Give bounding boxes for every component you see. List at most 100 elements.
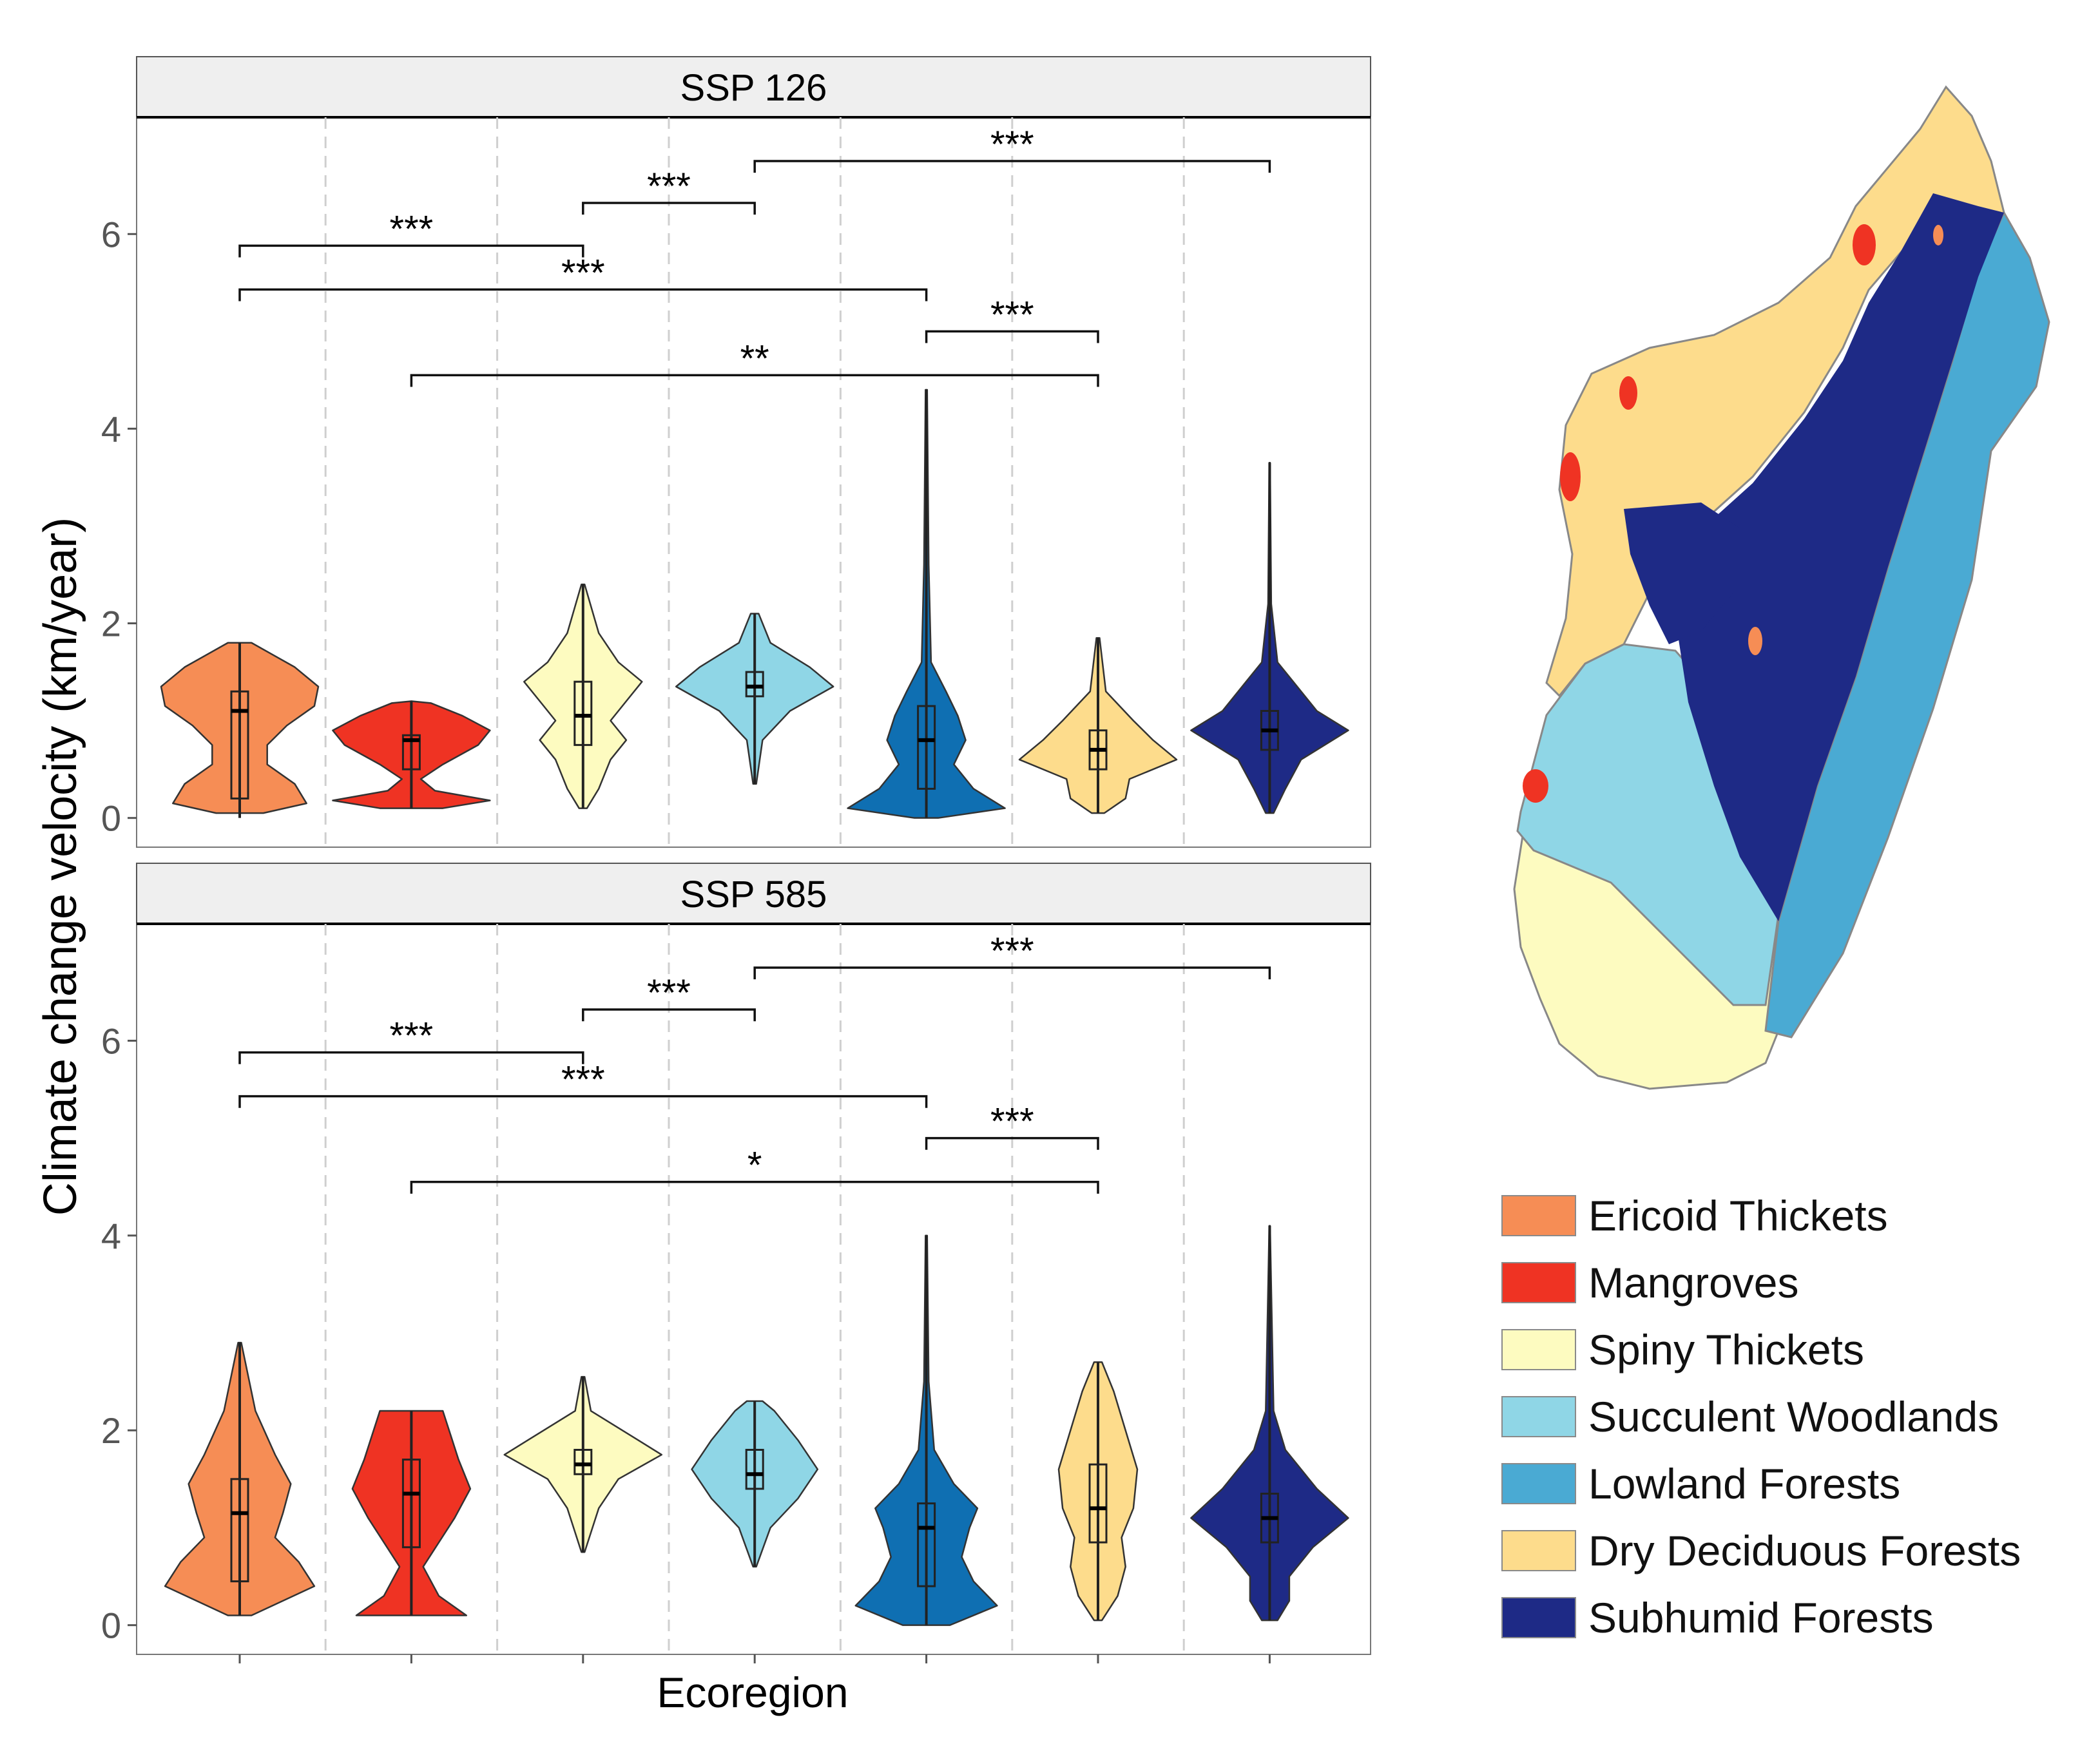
violin-succulent-woodlands (675, 613, 834, 785)
violin-mangroves (351, 1410, 472, 1616)
x-axis-label: Ecoregion (657, 1669, 848, 1716)
significance-bracket: *** (582, 972, 756, 1022)
significance-label: * (747, 1145, 762, 1187)
violin-box (1088, 1463, 1108, 1544)
legend-label: Spiny Thickets (1588, 1326, 1864, 1374)
facet-strip (136, 56, 1371, 118)
legend-swatch (1501, 1195, 1576, 1236)
bracket-line (238, 244, 584, 258)
facet-strip-label: SSP 585 (680, 874, 827, 915)
significance-bracket: *** (582, 166, 756, 215)
violin-box (230, 1478, 249, 1583)
map-ericoid-1 (1748, 627, 1762, 655)
legend-label: Mangroves (1588, 1259, 1799, 1306)
violin-mangroves (332, 700, 491, 809)
violin-box (917, 1502, 936, 1587)
violin-lowland-forests (847, 388, 1006, 819)
y-tick-label: 2 (101, 604, 121, 644)
y-tick-label: 0 (101, 798, 121, 839)
bracket-line (582, 202, 756, 215)
significance-bracket: * (410, 1145, 1099, 1194)
legend-swatch (1501, 1262, 1576, 1303)
y-axis-label: Climate change velocity (km/year) (35, 517, 86, 1216)
bracket-line (238, 288, 928, 302)
legend-label: Subhumid Forests (1588, 1594, 1934, 1642)
violin-box (573, 680, 593, 746)
significance-label: *** (561, 252, 605, 294)
violin-spiny-thickets (503, 1375, 663, 1553)
significance-bracket: *** (753, 930, 1271, 980)
legend-swatch (1501, 1329, 1576, 1370)
legend-label: Succulent Woodlands (1588, 1393, 1999, 1440)
map-mangroves-4 (1523, 769, 1548, 803)
significance-label: *** (990, 294, 1034, 336)
bracket-line (925, 330, 1099, 343)
significance-label: *** (990, 124, 1034, 166)
significance-bracket: *** (238, 252, 928, 302)
legend-swatch (1501, 1396, 1576, 1437)
bracket-line (753, 160, 1271, 173)
significance-bracket: *** (238, 208, 584, 258)
significance-label: *** (647, 972, 691, 1014)
y-tick-label: 2 (101, 1410, 121, 1451)
significance-label: *** (390, 1015, 434, 1057)
legend-label: Ericoid Thickets (1588, 1192, 1888, 1240)
violin-box (745, 671, 764, 698)
significance-bracket: *** (238, 1059, 928, 1108)
significance-label: ** (740, 338, 769, 379)
bracket-line (238, 1051, 584, 1064)
violin-subhumid-forests (1190, 462, 1349, 814)
bracket-line (410, 374, 1099, 387)
bracket-line (238, 1095, 928, 1108)
map-subhumid-forests-west (1624, 503, 1740, 644)
map-mangroves-2 (1619, 376, 1637, 410)
map-mangroves-1 (1853, 224, 1876, 265)
significance-bracket: *** (753, 124, 1271, 173)
significance-bracket: *** (238, 1015, 584, 1064)
violin-ericoid-thickets (160, 642, 320, 818)
significance-label: *** (990, 1101, 1034, 1143)
violin-box (401, 1459, 421, 1549)
bracket-line (410, 1180, 1099, 1194)
significance-label: *** (990, 930, 1034, 972)
y-tick-label: 4 (101, 408, 121, 449)
violin-lowland-forests (854, 1234, 998, 1626)
significance-bracket: ** (410, 338, 1099, 387)
significance-label: *** (390, 208, 434, 250)
y-tick-label: 4 (101, 1216, 121, 1256)
map-mangroves-3 (1560, 452, 1581, 501)
significance-label: *** (647, 166, 691, 207)
y-tick-label: 6 (101, 214, 121, 254)
violin-box (573, 1448, 593, 1475)
significance-bracket: *** (925, 294, 1099, 343)
significance-label: *** (561, 1059, 605, 1101)
violin-box (230, 690, 249, 799)
madagascar-map (1513, 85, 2050, 1090)
map-ericoid-2 (1933, 225, 1943, 245)
map-subhumid-forests (1656, 193, 2004, 921)
bracket-line (925, 1136, 1099, 1150)
violin-box (401, 734, 421, 770)
y-tick-label: 0 (101, 1605, 121, 1646)
y-tick-label: 6 (101, 1020, 121, 1061)
legend-swatch (1501, 1463, 1576, 1504)
violin-ericoid-thickets (164, 1341, 316, 1616)
legend-swatch (1501, 1597, 1576, 1638)
violin-succulent-woodlands (691, 1400, 819, 1568)
significance-bracket: *** (925, 1101, 1099, 1150)
bracket-line (753, 966, 1271, 980)
bracket-line (582, 1008, 756, 1022)
violin-box (917, 705, 936, 790)
violin-dry-deciduous-forests (1057, 1361, 1139, 1622)
legend-label: Lowland Forests (1588, 1460, 1901, 1508)
violin-box (745, 1448, 764, 1490)
violin-spiny-thickets (523, 583, 643, 809)
violin-subhumid-forests (1190, 1225, 1349, 1622)
legend-label: Dry Deciduous Forests (1588, 1527, 2021, 1574)
violin-dry-deciduous-forests (1018, 636, 1178, 814)
legend-swatch (1501, 1530, 1576, 1571)
